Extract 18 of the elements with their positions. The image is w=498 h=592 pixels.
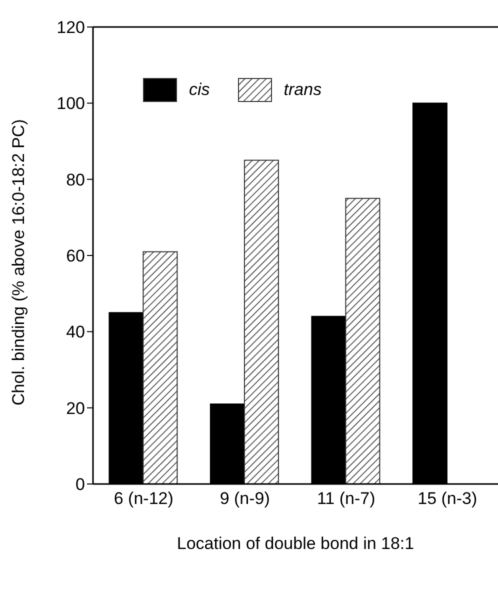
bar [142,251,178,484]
y-tick-label: 100 [56,94,85,114]
x-axis-title: Location of double bond in 18:1 [176,534,414,553]
bar [345,198,380,484]
y-tick-label: 80 [66,170,85,190]
y-tick-label: 60 [66,246,85,266]
y-tick-label: 0 [76,475,85,494]
x-tick-label: 15 (n-3) [418,489,478,508]
legend-label: cis [189,80,210,100]
y-axis-title: Chol. binding (% above 16:0-18:2 PC) [9,119,28,406]
y-tick-label: 20 [66,398,85,418]
x-tick-label: 11 (n-7) [316,489,376,508]
bar [244,160,279,484]
x-tick-label: 9 (n-9) [220,489,270,508]
y-tick-label: 120 [56,18,85,38]
x-tick-label: 6 (n-12) [114,489,174,508]
y-tick-label: 40 [66,322,85,342]
legend-label: trans [284,80,322,100]
